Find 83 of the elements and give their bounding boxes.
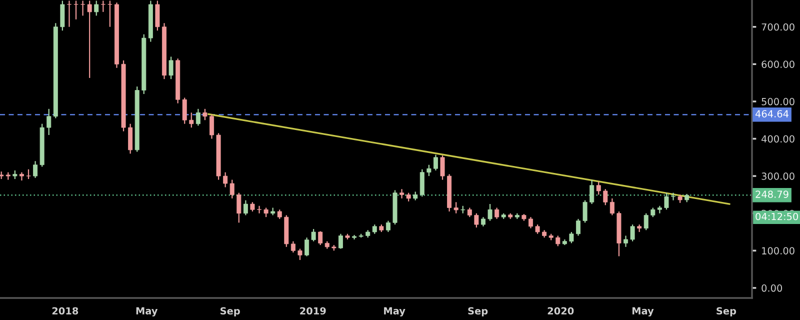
x-tick-label: Sep	[468, 307, 488, 316]
y-tick-label: 100.00	[762, 247, 794, 254]
candlestick	[596, 181, 601, 196]
candlestick	[426, 164, 432, 177]
candlestick	[454, 202, 458, 214]
y-tick-label: 700.00	[762, 23, 794, 31]
candlestick	[87, 0, 92, 79]
candlestick	[590, 179, 594, 205]
candlestick	[576, 218, 580, 236]
candlestick	[474, 212, 479, 228]
candlestick	[230, 179, 234, 199]
candlestick	[603, 188, 608, 206]
candlestick	[128, 123, 133, 154]
y-tick-label: 300.00	[762, 172, 794, 180]
candlestick	[202, 108, 208, 121]
candlestick	[480, 216, 486, 227]
ref-line-label: 248.79	[756, 190, 788, 198]
y-tick-label: 600.00	[762, 60, 794, 68]
candlestick	[196, 108, 200, 126]
candlestick	[440, 154, 445, 180]
x-tick-label: Sep	[716, 307, 736, 316]
candlestick	[671, 192, 676, 201]
text: 04:12:50	[756, 212, 798, 220]
candlestick	[168, 56, 174, 80]
x-tick-label: May	[384, 307, 406, 316]
candlestick	[298, 248, 302, 261]
candlestick	[80, 0, 86, 16]
candlestick	[630, 224, 635, 242]
y-tick-label: 400.00	[762, 135, 794, 143]
candlestick	[257, 205, 262, 214]
candlestick	[94, 0, 99, 16]
candlestick	[488, 203, 492, 222]
candlestick	[304, 237, 310, 257]
candlestick	[582, 200, 588, 224]
candlestick	[433, 154, 438, 171]
candlestick	[243, 200, 248, 216]
candlestick	[650, 207, 656, 218]
candlestick	[624, 235, 628, 248]
candlestick	[108, 0, 112, 28]
x-tick-label: 2020	[548, 307, 574, 315]
x-tick-label: May	[632, 307, 654, 316]
candlestick	[155, 0, 160, 32]
candlestick	[100, 0, 106, 12]
candlestick	[657, 205, 662, 214]
candlestick	[74, 0, 78, 20]
candlestick	[610, 198, 614, 216]
candlestick	[19, 172, 24, 182]
x-tick-label: Sep	[220, 307, 240, 316]
x-tick-label: 2018	[52, 307, 78, 315]
candlestick	[210, 114, 214, 140]
y-tick-label: 0.00	[762, 284, 782, 292]
candlestick	[644, 212, 648, 231]
candlestick	[664, 192, 669, 210]
candlestick	[535, 224, 540, 234]
candlestick	[223, 172, 228, 188]
candlestick	[318, 230, 323, 246]
candlestick	[26, 168, 31, 180]
candlestick	[467, 207, 472, 218]
candlestick	[338, 233, 343, 250]
candlestick	[236, 192, 242, 224]
candlestick	[290, 240, 296, 254]
candlestick	[33, 160, 38, 178]
candlestick	[60, 0, 65, 32]
x-tick-label: 2019	[300, 307, 326, 315]
y-tick-label: 500.00	[762, 98, 794, 106]
candlestick	[400, 188, 404, 199]
candlestick	[264, 207, 268, 218]
candlestick	[420, 168, 424, 198]
candlestick	[277, 209, 282, 220]
ref-line-label: 464.64	[755, 110, 788, 118]
candlestick	[311, 228, 316, 242]
x-tick-label: May	[136, 307, 158, 316]
candlestick	[372, 224, 377, 234]
candlestick	[386, 220, 390, 233]
candlestick	[569, 231, 574, 244]
candlestick	[556, 235, 560, 247]
candlestick	[189, 112, 194, 128]
candlestick	[46, 108, 52, 136]
candlestick	[182, 97, 187, 124]
candlestick	[250, 202, 255, 212]
candlestick	[494, 207, 500, 220]
candlestick	[528, 216, 533, 229]
candlestick	[66, 0, 72, 28]
